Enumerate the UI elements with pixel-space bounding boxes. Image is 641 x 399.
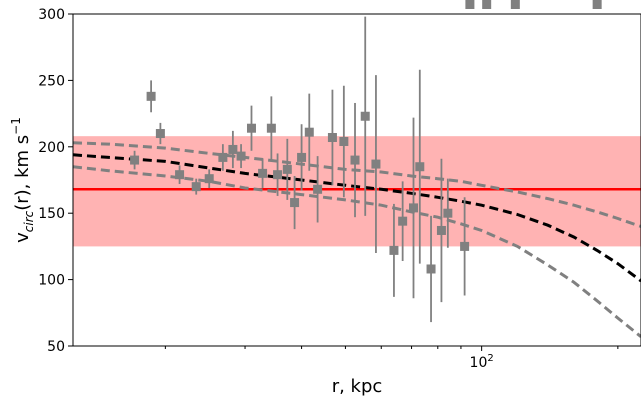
data-point xyxy=(460,241,470,251)
x-axis-label: r, kpc xyxy=(332,376,383,397)
data-point xyxy=(482,0,492,9)
data-point xyxy=(339,136,349,146)
data-point xyxy=(273,170,283,180)
data-point xyxy=(246,123,256,133)
data-point xyxy=(327,133,337,143)
data-point xyxy=(436,225,446,235)
y-tick-label: 150 xyxy=(38,206,65,222)
data-point xyxy=(350,155,360,165)
data-point xyxy=(313,184,323,194)
y-axis-label-sup: −1 xyxy=(9,117,23,135)
y-tick-label: 100 xyxy=(38,273,65,289)
data-point xyxy=(389,245,399,255)
y-tick-label: 200 xyxy=(38,140,65,156)
data-point xyxy=(266,123,276,133)
data-point xyxy=(415,162,425,172)
y-tick-label: 300 xyxy=(38,7,65,23)
data-point xyxy=(228,144,238,154)
model-upper-curve xyxy=(73,141,641,228)
data-point xyxy=(290,198,300,208)
data-point xyxy=(218,152,228,162)
data-point xyxy=(398,216,408,226)
data-point xyxy=(592,0,602,9)
data-point xyxy=(443,208,453,218)
y-tick-label: 50 xyxy=(47,339,65,355)
data-point xyxy=(360,111,370,121)
y-axis-label-main: v xyxy=(12,232,33,243)
y-axis-label-rest: (r), km s xyxy=(12,135,33,211)
axes: 50 100 150 200 250 300 102 xyxy=(38,7,641,371)
data-point xyxy=(282,164,292,174)
data-point xyxy=(371,159,381,169)
data-point xyxy=(175,170,185,180)
data-point xyxy=(258,168,268,178)
data-point xyxy=(297,152,307,162)
plot-area xyxy=(73,0,641,338)
y-axis-label: vcirc(r), km s−1 xyxy=(9,117,36,243)
data-point xyxy=(146,91,156,101)
model-median-curve xyxy=(73,153,641,283)
y-axis-label-sub: circ xyxy=(22,210,36,232)
data-point xyxy=(236,151,246,161)
data-point xyxy=(426,264,436,274)
model-lower-curve xyxy=(73,165,641,338)
axes-frame xyxy=(72,13,641,347)
data-point xyxy=(204,174,214,184)
data-point xyxy=(304,127,314,137)
data-point xyxy=(130,155,140,165)
data-point xyxy=(465,0,475,9)
confidence-band xyxy=(73,136,641,247)
data-point xyxy=(409,203,419,213)
data-point xyxy=(191,182,201,192)
y-tick-label: 250 xyxy=(38,73,65,89)
data-point xyxy=(510,0,520,9)
x-tick-label: 102 xyxy=(470,353,494,371)
data-point xyxy=(155,129,165,139)
